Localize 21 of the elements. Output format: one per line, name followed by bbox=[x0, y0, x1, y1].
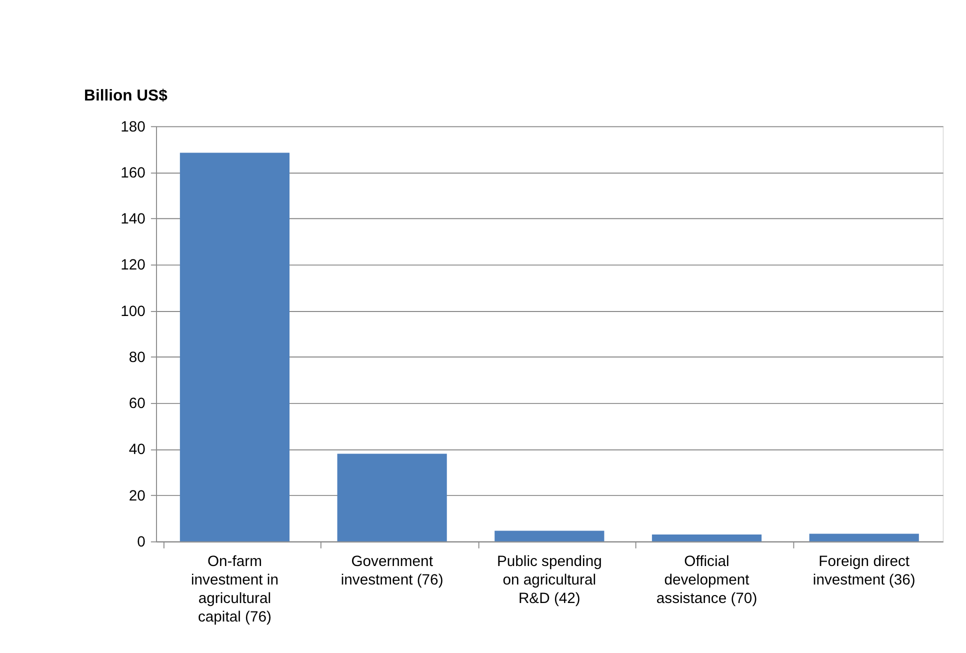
x-tick-label: Government investment (76) bbox=[340, 554, 444, 589]
y-tick-label: 120 bbox=[120, 258, 146, 274]
bar bbox=[809, 534, 919, 542]
y-tick-label: 20 bbox=[128, 488, 146, 504]
y-tick-label: 0 bbox=[137, 534, 146, 550]
y-tick-label: 100 bbox=[120, 304, 146, 320]
y-tick-label: 40 bbox=[128, 442, 146, 458]
bar bbox=[180, 152, 290, 542]
y-tick-label: 180 bbox=[120, 119, 146, 136]
y-tick-label: 80 bbox=[128, 350, 146, 366]
bar bbox=[337, 454, 447, 542]
x-tick-label: Public spending on agricultural R&D (42) bbox=[496, 554, 602, 608]
y-tick-label: 160 bbox=[120, 165, 146, 182]
x-tick-label: Official development assistance (70) bbox=[656, 554, 758, 608]
x-tick-label: Foreign direct investment (36) bbox=[812, 554, 916, 589]
y-tick-label: 140 bbox=[120, 212, 146, 228]
bar bbox=[652, 534, 762, 542]
x-tick-label: On-farm investment in agricultural capital (76) bbox=[190, 554, 278, 626]
y-tick-label: 60 bbox=[128, 396, 146, 412]
bar bbox=[494, 530, 604, 542]
y-axis-title: Billion US$ bbox=[84, 88, 168, 105]
